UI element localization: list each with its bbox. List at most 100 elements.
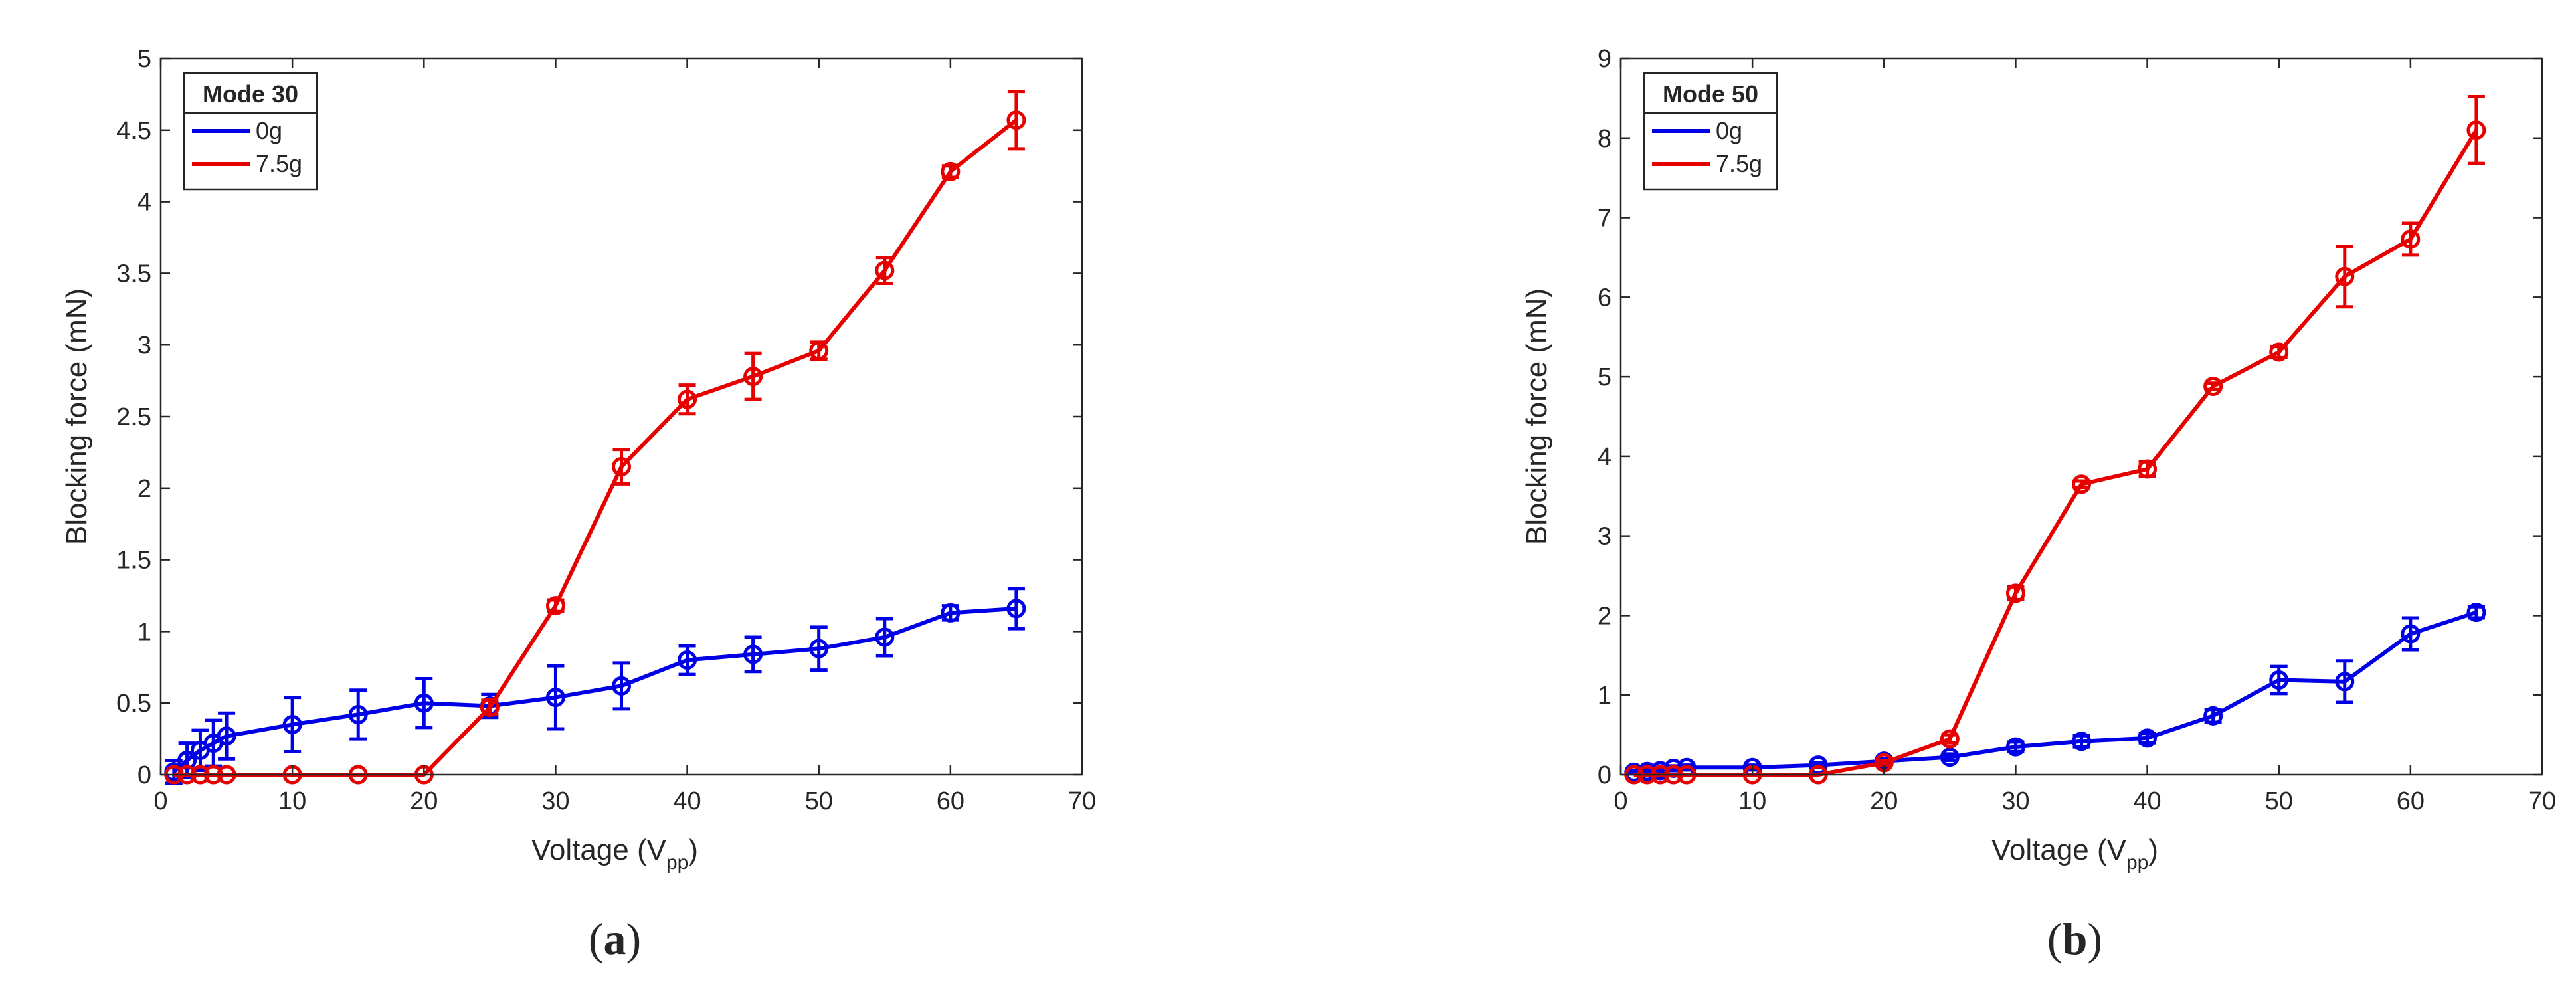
y-tick-label: 6: [1598, 284, 1611, 312]
series-line-0g: [1633, 610, 2477, 775]
x-axis-title-main: Voltage (V: [1991, 834, 2127, 866]
data-point-7-5g: [743, 367, 763, 387]
y-tick-label: 4: [1598, 443, 1611, 471]
y-tick-label: 2.5: [116, 403, 151, 431]
data-point-0g: [2138, 728, 2158, 748]
y-tick-label: 7: [1598, 205, 1611, 233]
x-tick-label: 60: [937, 787, 965, 815]
plot-area: [164, 90, 1026, 785]
data-point-7-5g: [480, 698, 500, 718]
legend: Mode 50 0g 7.5g: [1643, 72, 1778, 191]
y-tick-label: 1.5: [116, 547, 151, 575]
error-bar: [744, 635, 762, 674]
panel-label: (a): [589, 914, 641, 964]
chart-panel-b: 0 10 20 30 40 50 60 70 0 1 2 3 4 5 6 7 8 9 Blocking force…: [1520, 45, 2556, 964]
x-tick-label: 50: [2265, 787, 2293, 815]
y-tick-label: 2: [138, 475, 151, 503]
y-tick-label: 1: [1598, 682, 1611, 710]
y-axis-title: Blocking force (mN): [1520, 288, 1553, 545]
data-point-7-5g: [1940, 729, 1960, 749]
error-bar: [2336, 659, 2353, 704]
error-bar: [1875, 758, 1893, 767]
x-tick-label: 30: [541, 787, 569, 815]
x-tick-label: 20: [410, 787, 438, 815]
data-point-7-5g: [2269, 342, 2289, 362]
x-tick-label: 40: [2133, 787, 2161, 815]
error-bar: [1007, 587, 1025, 631]
data-point-7-5g: [2401, 229, 2421, 249]
error-bar: [1007, 90, 1025, 151]
data-point-0g: [2269, 670, 2289, 690]
y-tick-label: 1: [138, 618, 151, 646]
data-point-7-5g: [2138, 459, 2158, 479]
data-point-0g: [414, 693, 434, 713]
x-tick-label: 10: [1738, 787, 1766, 815]
legend-label-7-5g: 7.5g: [256, 150, 302, 177]
axes: 0 10 20 30 40 50 60 70 0 0.5 1 1.5 2 2.5 3 3.5 4 4.5 5: [116, 45, 1096, 815]
data-point-7-5g: [875, 260, 895, 280]
error-bar: [2336, 245, 2353, 309]
data-point-0g: [2335, 672, 2355, 692]
data-point-7-5g: [2203, 376, 2223, 396]
x-tick-label: 0: [1613, 787, 1627, 815]
legend-label-0g: 0g: [256, 117, 282, 144]
error-bar: [218, 711, 236, 761]
error-bar: [678, 383, 696, 416]
axes-box: [1619, 57, 2543, 776]
error-bar: [2401, 616, 2419, 652]
y-tick-label: 3: [1598, 523, 1611, 551]
x-axis-title-main: Voltage (V: [531, 834, 667, 866]
x-tick-label: 20: [1870, 787, 1898, 815]
x-tick-label: 30: [2001, 787, 2029, 815]
data-point-0g: [2401, 624, 2421, 644]
x-axis-title-end: ): [2148, 834, 2158, 866]
error-bar: [415, 677, 433, 730]
error-bar: [349, 688, 367, 741]
x-tick-label: 40: [673, 787, 701, 815]
legend-title: Mode 30: [203, 80, 298, 108]
data-point-0g: [743, 644, 763, 664]
legend: Mode 30 0g 7.5g: [183, 72, 318, 191]
panel-label-letter: b: [2063, 914, 2088, 964]
data-point-7-5g: [612, 456, 631, 476]
error-bar: [547, 664, 565, 731]
data-point-0g: [545, 688, 565, 708]
error-bar: [2401, 221, 2419, 257]
x-tick-label: 10: [278, 787, 306, 815]
data-point-0g: [1006, 599, 1026, 619]
data-point-0g: [2203, 706, 2223, 726]
panel-label: (b): [2047, 914, 2102, 964]
y-tick-label: 4: [138, 189, 151, 217]
data-point-7-5g: [2335, 266, 2355, 286]
y-tick-label: 2: [1598, 602, 1611, 630]
error-bar: [810, 625, 828, 672]
x-tick-label: 60: [2397, 787, 2425, 815]
data-point-0g: [348, 704, 368, 724]
data-point-0g: [809, 639, 829, 658]
data-point-7-5g: [2005, 583, 2025, 603]
data-point-7-5g: [2466, 120, 2486, 140]
error-bar: [612, 448, 630, 486]
y-tick-label: 9: [1598, 45, 1611, 73]
legend-label-0g: 0g: [1716, 117, 1742, 144]
y-tick-label: 0: [138, 761, 151, 789]
data-point-7-5g: [678, 389, 697, 409]
y-tick-label: 5: [1598, 363, 1611, 391]
error-bar: [744, 351, 762, 401]
x-tick-label: 70: [1068, 787, 1096, 815]
error-bar: [612, 661, 630, 711]
data-point-0g: [612, 676, 631, 696]
data-point-0g: [941, 603, 961, 623]
data-point-7-5g: [1006, 110, 1026, 130]
x-axis-title: Voltage (Vpp): [1991, 834, 2158, 874]
data-point-0g: [2072, 732, 2091, 751]
data-point-7-5g: [2072, 474, 2091, 494]
x-tick-label: 0: [153, 787, 167, 815]
x-axis-title-end: ): [688, 834, 698, 866]
x-tick-label: 70: [2528, 787, 2556, 815]
y-tick-label: 0.5: [116, 690, 151, 718]
error-bar: [284, 696, 302, 754]
x-axis-title-subscript: pp: [666, 852, 688, 874]
data-point-7-5g: [545, 596, 565, 616]
